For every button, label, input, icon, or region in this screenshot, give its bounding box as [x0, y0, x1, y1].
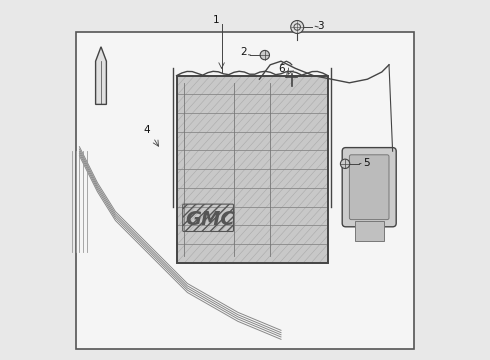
Text: 5: 5	[363, 158, 369, 168]
Text: 1: 1	[213, 15, 220, 25]
Bar	[76, 32, 414, 349]
FancyBboxPatch shape	[342, 148, 396, 227]
Text: GMC: GMC	[186, 210, 235, 229]
Text: 2: 2	[240, 47, 247, 57]
Bar	[176, 76, 328, 263]
Text: 3: 3	[317, 21, 323, 31]
Bar	[176, 76, 328, 263]
Polygon shape	[96, 47, 106, 104]
Bar	[355, 221, 384, 241]
Circle shape	[341, 159, 350, 168]
Circle shape	[291, 21, 304, 33]
Text: 4: 4	[144, 125, 150, 135]
Circle shape	[260, 50, 270, 60]
FancyBboxPatch shape	[349, 155, 389, 220]
Text: 6: 6	[279, 64, 285, 74]
